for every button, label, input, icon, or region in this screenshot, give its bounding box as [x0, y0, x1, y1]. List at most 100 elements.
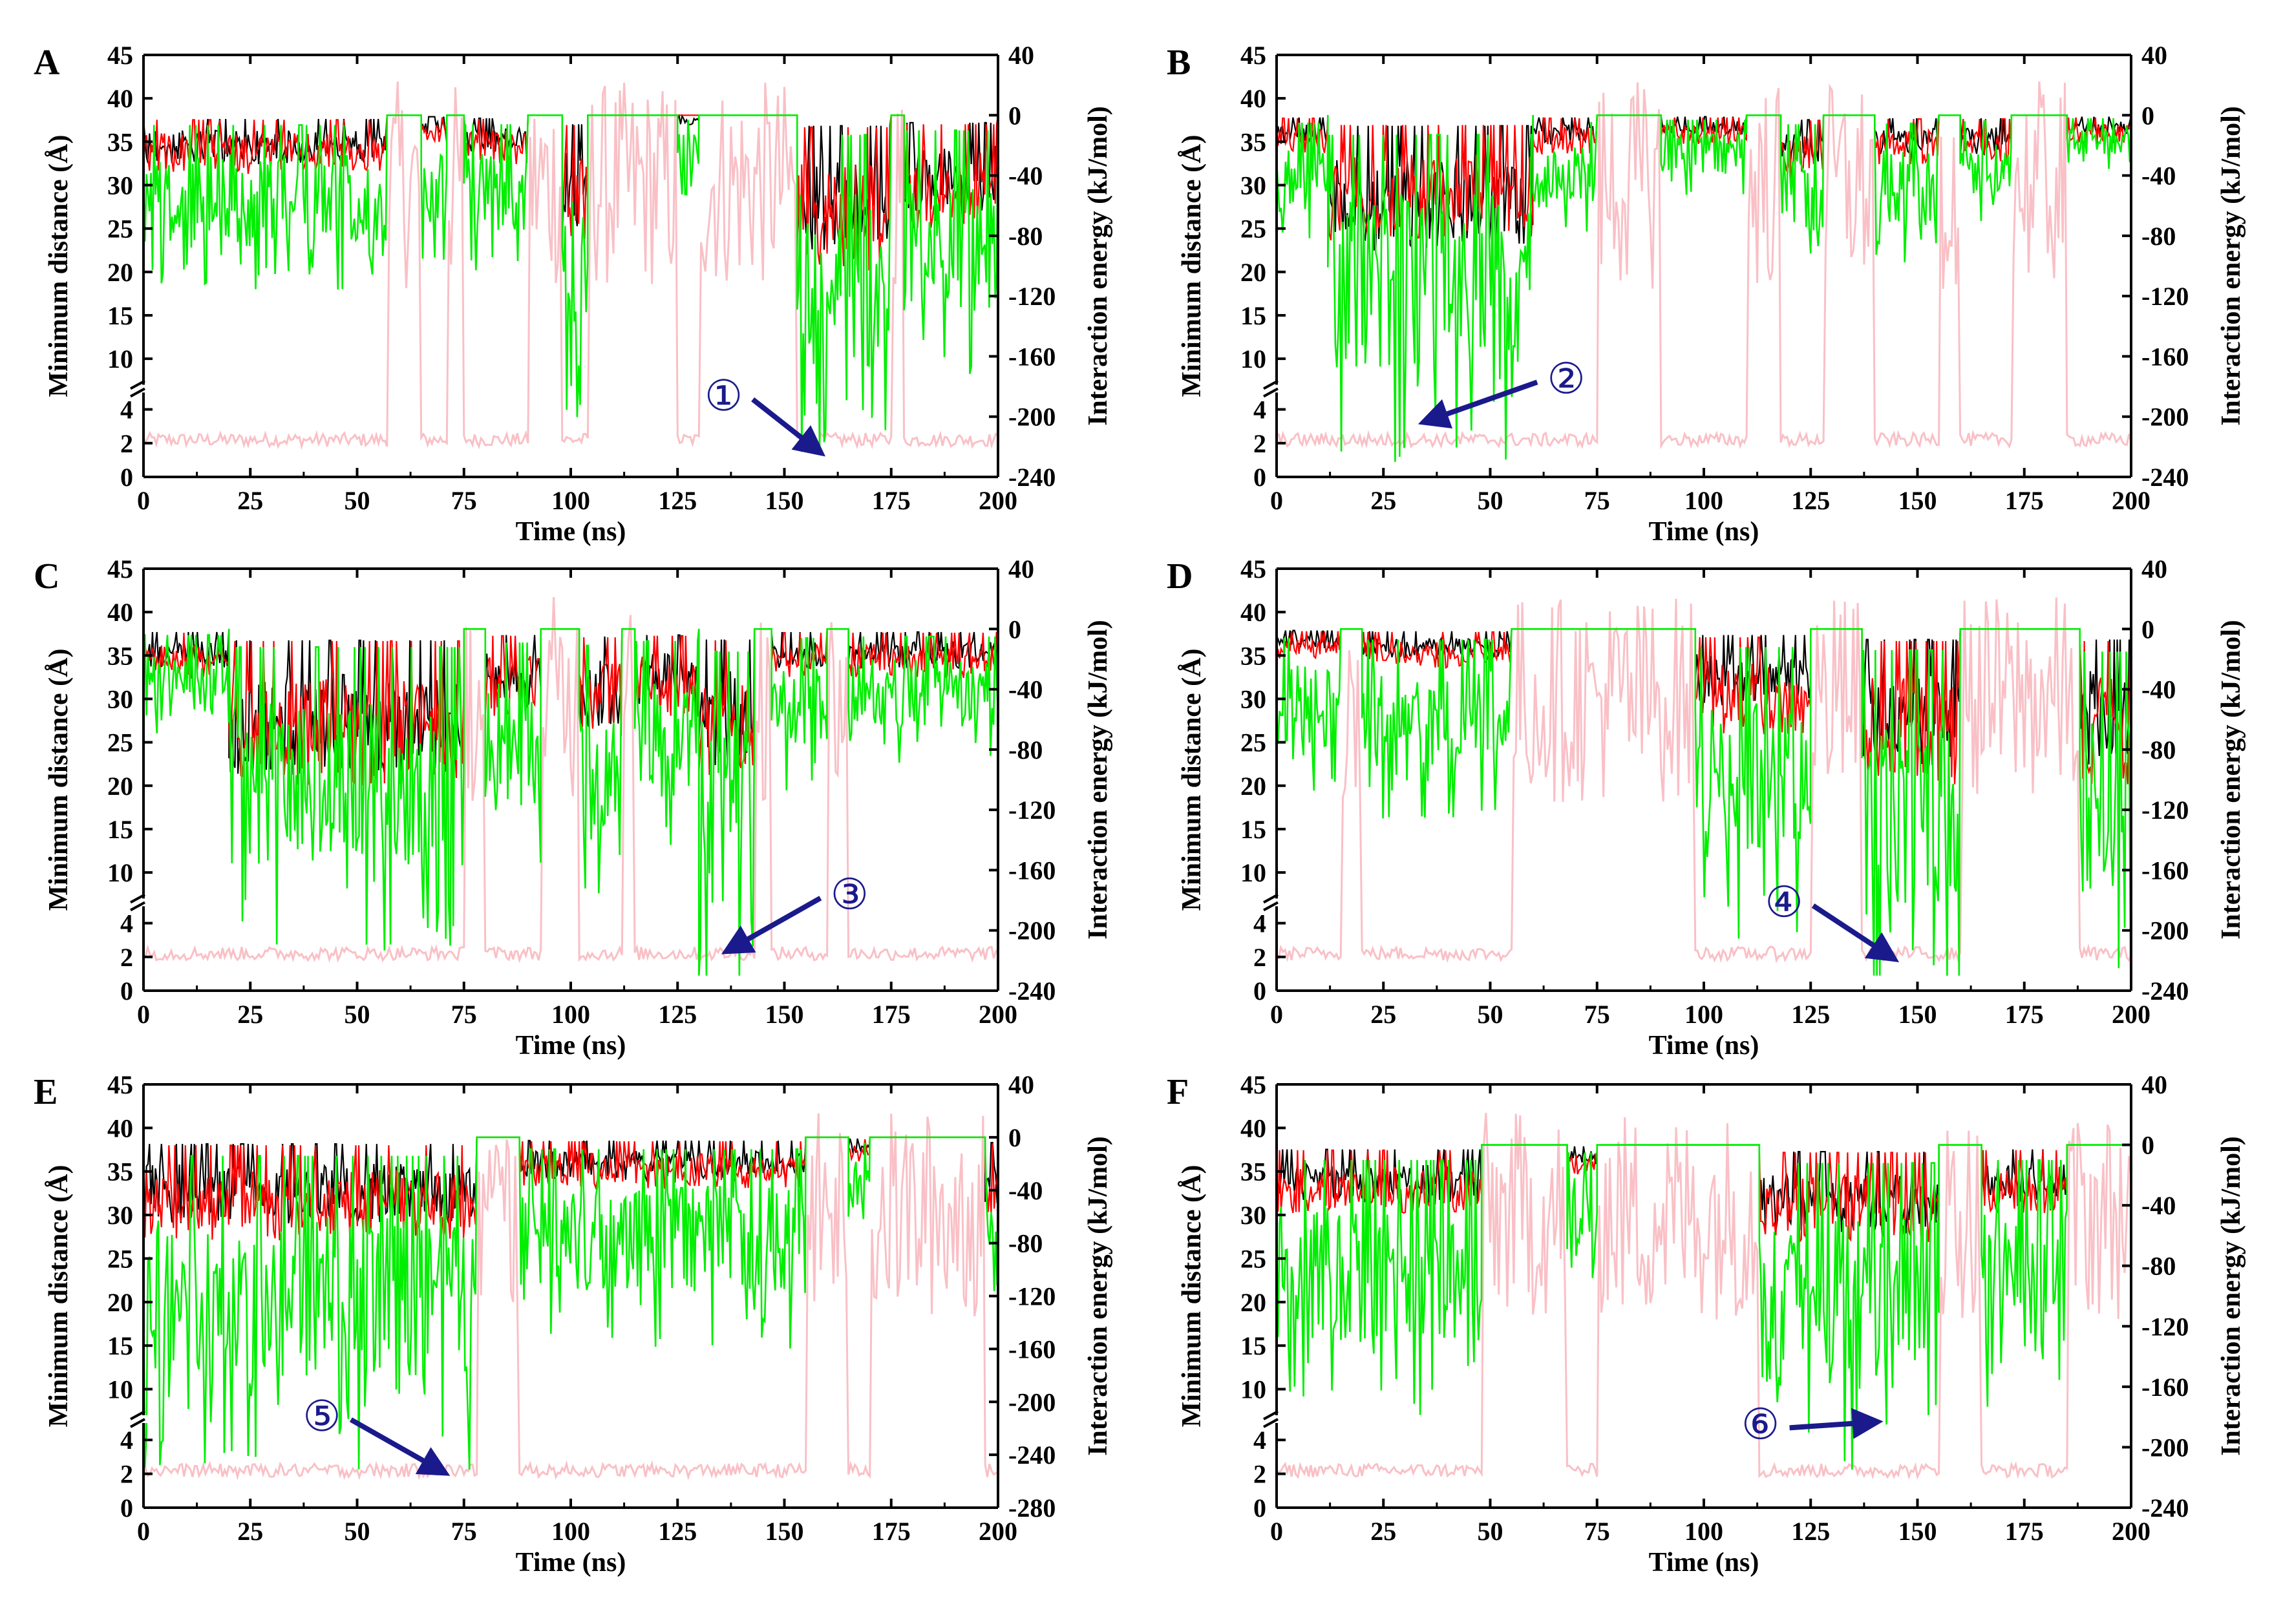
y-left-tick-label: 30 [1240, 171, 1266, 200]
coulomb-energy-line [142, 114, 999, 452]
y-left-tick-label: 15 [1240, 815, 1266, 844]
y-left-tick-label: 15 [107, 815, 133, 844]
y-right-tick-label: -40 [2141, 675, 2176, 704]
y-left-tick-label: 10 [1240, 344, 1266, 374]
x-tick-label: 175 [872, 1517, 911, 1546]
y-left-tick-label: 25 [1240, 1244, 1266, 1273]
x-tick-label: 25 [1370, 486, 1396, 515]
x-tick-label: 200 [2112, 486, 2150, 515]
y-left-tick-label: 25 [1240, 215, 1266, 244]
x-tick-label: 175 [2005, 486, 2044, 515]
x-tick-label: 100 [551, 1000, 590, 1029]
marker-label: ② [1547, 355, 1586, 403]
y-left-tick-label: 4 [120, 909, 133, 938]
marker-arrow [1418, 379, 1538, 429]
x-tick-label: 0 [1270, 486, 1283, 515]
panel-label: F [1167, 1072, 1189, 1112]
y-left-tick-label: 35 [1240, 641, 1266, 670]
y-left-tick-label: 25 [107, 215, 133, 244]
x-tick-label: 0 [137, 486, 150, 515]
x-tick-label: 25 [237, 1517, 263, 1546]
x-tick-label: 50 [1478, 1517, 1503, 1546]
marker-label: ⑤ [303, 1393, 341, 1440]
x-axis-title: Time (ns) [1649, 1031, 1759, 1060]
axis-break-mark [130, 901, 145, 912]
y-right-tick-label: -120 [2141, 282, 2189, 311]
x-tick-label: 75 [1584, 1517, 1610, 1546]
x-tick-label: 25 [237, 1000, 263, 1029]
y-right-tick-label: -120 [1008, 1282, 1056, 1311]
min-distance-line [142, 81, 999, 450]
x-tick-label: 175 [872, 1000, 911, 1029]
x-axis-title: Time (ns) [516, 1548, 626, 1577]
y-left-tick-label: 30 [1240, 684, 1266, 713]
y-right-tick-label: -40 [1008, 1176, 1043, 1205]
y-right-tick-label: -80 [1008, 1229, 1043, 1258]
y-right-axis-title: Interaction energy (kJ/mol) [2216, 1136, 2246, 1456]
x-tick-label: 75 [1584, 1000, 1610, 1029]
y-right-tick-label: 0 [1008, 101, 1021, 130]
x-tick-label: 125 [658, 1517, 697, 1546]
y-left-axis-title: Minimum distance (Å) [1177, 1165, 1207, 1428]
min-distance-line [1276, 81, 2132, 450]
panel-b: 0 25 50 75 100 125 150 175 200101520253035404502… [1167, 41, 2246, 547]
x-tick-label: 150 [1898, 486, 1937, 515]
marker-arrow [1789, 1408, 1884, 1439]
y-left-tick-label: 40 [1240, 1113, 1266, 1143]
x-tick-label: 125 [1791, 1000, 1830, 1029]
y-left-tick-label: 4 [1253, 1426, 1266, 1455]
axis-break-mark [1263, 893, 1279, 904]
x-tick-label: 150 [765, 486, 804, 515]
y-left-tick-label: 20 [107, 772, 133, 801]
y-right-tick-label: -160 [2141, 856, 2189, 885]
y-left-tick-label: 45 [1240, 41, 1266, 70]
y-left-tick-label: 4 [1253, 395, 1266, 425]
y-right-tick-label: -40 [2141, 162, 2176, 191]
y-left-tick-label: 25 [107, 728, 133, 757]
x-tick-label: 50 [1478, 486, 1503, 515]
marker-arrow [751, 397, 826, 457]
y-left-tick-label: 4 [120, 1426, 133, 1455]
y-left-tick-label: 15 [1240, 1331, 1266, 1360]
x-tick-label: 200 [979, 486, 1017, 515]
panel-e: 0 25 50 75 100 125 150 175 200101520253035404502… [34, 1070, 1113, 1577]
marker-label: ③ [831, 872, 869, 919]
x-tick-label: 25 [1370, 1000, 1396, 1029]
x-tick-label: 100 [1684, 486, 1723, 515]
panel-label: C [34, 556, 59, 596]
y-right-tick-label: -40 [1008, 675, 1043, 704]
y-left-tick-label: 35 [107, 641, 133, 670]
y-left-tick-label: 0 [1253, 1493, 1266, 1523]
y-left-tick-label: 10 [1240, 1375, 1266, 1404]
axis-break-mark [130, 1418, 145, 1428]
y-right-axis-title: Interaction energy (kJ/mol) [2216, 106, 2246, 426]
y-left-tick-label: 40 [107, 84, 133, 113]
y-left-axis-title: Minimum distance (Å) [44, 135, 74, 397]
x-axis-title: Time (ns) [516, 1031, 626, 1060]
y-right-tick-label: -160 [1008, 856, 1056, 885]
axis-break-mark [1263, 901, 1279, 912]
y-left-tick-label: 20 [107, 1288, 133, 1317]
y-left-tick-label: 0 [1253, 976, 1266, 1006]
y-left-tick-label: 2 [120, 429, 133, 458]
x-tick-label: 100 [551, 1517, 590, 1546]
y-right-tick-label: -200 [1008, 916, 1056, 945]
x-tick-label: 75 [451, 1000, 477, 1029]
coulomb-energy-line [1275, 628, 2132, 976]
coulomb-energy-line [142, 628, 999, 976]
x-tick-label: 175 [2005, 1000, 2044, 1029]
x-tick-label: 125 [1791, 1517, 1830, 1546]
x-tick-label: 0 [137, 1000, 150, 1029]
coulomb-energy-line [1275, 1144, 2132, 1470]
y-right-tick-label: -120 [2141, 796, 2189, 825]
y-right-tick-label: -240 [1008, 1440, 1056, 1470]
y-right-axis-title: Interaction energy (kJ/mol) [1083, 106, 1113, 426]
y-right-tick-label: 0 [2141, 101, 2154, 130]
y-left-tick-label: 40 [107, 598, 133, 627]
y-left-axis-title: Minimum distance (Å) [1177, 135, 1207, 397]
y-right-tick-label: -240 [2141, 1493, 2189, 1523]
y-left-tick-label: 20 [107, 258, 133, 287]
y-right-tick-label: 40 [1008, 41, 1034, 70]
y-right-tick-label: -160 [2141, 342, 2189, 371]
